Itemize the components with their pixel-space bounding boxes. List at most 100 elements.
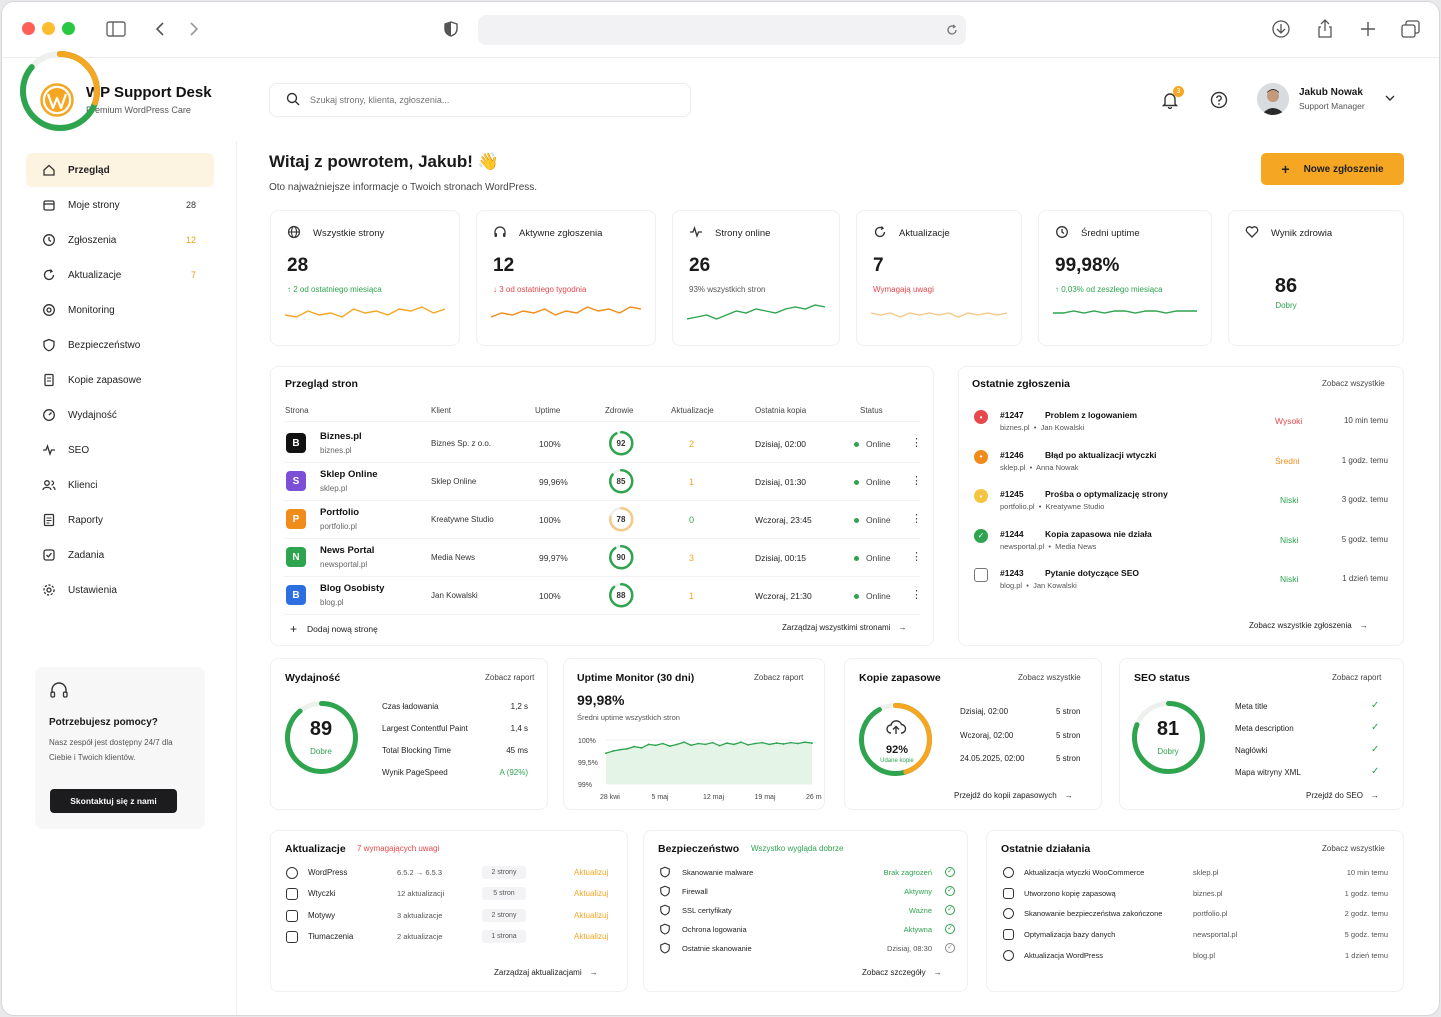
sidebar-item-zadania[interactable]: Zadania <box>26 538 214 572</box>
ticket-id[interactable]: #1245 <box>1000 489 1024 499</box>
site-name[interactable]: News Portal <box>320 545 375 556</box>
site-health-value: 92 <box>616 439 626 448</box>
ticket-title[interactable]: Prośba o optymalizację strony <box>1045 489 1168 499</box>
performance-title: Wydajność <box>285 672 341 684</box>
sidebar-item-ustawienia[interactable]: Ustawienia <box>26 573 214 607</box>
plus-icon: + <box>1281 161 1290 177</box>
manage-sites-link[interactable]: Zarządzaj wszystkimi stronami → <box>782 623 906 632</box>
search-input[interactable] <box>310 95 650 105</box>
sidebar-item-bezpieczenstwo[interactable]: Bezpieczeństwo <box>26 328 214 362</box>
more-options-icon[interactable]: ⋮ <box>911 437 922 449</box>
kpi-card-5[interactable]: Wynik zdrowia 86 Dobry <box>1228 210 1404 346</box>
ticket-id[interactable]: #1244 <box>1000 528 1024 539</box>
seo-footer-link[interactable]: Przejdź do SEO → <box>1306 791 1379 800</box>
sidebar-item-wydajnosc[interactable]: Wydajność <box>26 398 214 432</box>
uptime-point <box>789 741 792 744</box>
seo-report-link[interactable]: Zobacz raport <box>1332 673 1382 682</box>
search-icon <box>974 568 988 582</box>
shield-icon <box>42 338 56 352</box>
all-tickets-link[interactable]: Zobacz wszystkie zgłoszenia → <box>1249 621 1368 630</box>
privacy-shield-icon[interactable] <box>439 17 463 41</box>
more-options-icon[interactable]: ⋮ <box>911 551 922 563</box>
sidebar-item-monitoring[interactable]: Monitoring <box>26 293 214 327</box>
update-action-link[interactable]: Aktualizuj <box>574 868 609 877</box>
more-options-icon[interactable]: ⋮ <box>911 589 922 601</box>
kpi-card-3[interactable]: Aktualizacje 7 Wymagają uwagi <box>856 210 1022 346</box>
search-box[interactable] <box>269 83 691 117</box>
sidebar-item-raporty[interactable]: Raporty <box>26 503 214 537</box>
new-ticket-button[interactable]: + Nowe zgłoszenie <box>1261 153 1404 185</box>
user-menu[interactable]: Jakub Nowak Support Manager <box>1257 83 1395 115</box>
update-action-link[interactable]: Aktualizuj <box>574 931 609 941</box>
ticket-title[interactable]: Błąd po aktualizacji wtyczki <box>1045 449 1157 460</box>
reload-icon[interactable] <box>940 18 964 42</box>
activity-see-all-link[interactable]: Zobacz wszystkie <box>1322 844 1385 853</box>
back-icon[interactable] <box>148 17 172 41</box>
maximize-window-button[interactable] <box>62 22 75 35</box>
brand: WP Support Desk Premium WordPress Care <box>86 84 212 115</box>
recent-tickets-title: Ostatnie zgłoszenia <box>972 378 1071 390</box>
kpi-card-2[interactable]: Strony online 26 93% wszystkich stron <box>672 210 840 346</box>
calendar-icon <box>42 198 56 212</box>
download-icon[interactable] <box>1269 17 1293 41</box>
updates-footer-link[interactable]: Zarządzaj aktualizacjami → <box>494 968 598 977</box>
site-name[interactable]: Portfolio <box>320 507 360 518</box>
security-item-label: Skanowanie malware <box>682 868 754 877</box>
minimize-window-button[interactable] <box>42 22 55 35</box>
uptime-report-link[interactable]: Zobacz raport <box>754 673 804 682</box>
site-name[interactable]: Sklep Online <box>320 469 378 480</box>
ticket-id[interactable]: #1243 <box>1000 568 1024 578</box>
update-count-badge: 5 stron <box>482 887 526 901</box>
new-tab-icon[interactable] <box>1356 17 1380 41</box>
update-action-link[interactable]: Aktualizuj <box>574 889 609 899</box>
help-circle-icon[interactable] <box>1208 89 1230 111</box>
tabs-overview-icon[interactable] <box>1399 17 1423 41</box>
site-name[interactable]: Blog Osobisty <box>320 583 385 594</box>
update-action-link[interactable]: Aktualizuj <box>574 910 609 920</box>
tickets-see-all-link[interactable]: Zobacz wszystkie <box>1322 379 1385 388</box>
more-options-icon[interactable]: ⋮ <box>911 475 922 487</box>
security-item-label: Ochrona logowania <box>682 925 747 934</box>
address-bar[interactable] <box>478 15 966 45</box>
plus-icon: + <box>290 622 298 636</box>
arrow-right-icon: → <box>898 623 907 632</box>
sidebar-item-przeglad[interactable]: Przegląd <box>26 153 214 187</box>
share-icon[interactable] <box>1313 17 1337 41</box>
sidebar-item-aktualizacje[interactable]: Aktualizacje 7 <box>26 258 214 292</box>
sidebar-item-zgloszenia[interactable]: Zgłoszenia 12 <box>26 223 214 257</box>
kpi-card-0[interactable]: Wszystkie strony 28 ↑ 2 od ostatniego mies… <box>270 210 460 346</box>
backups-footer-link[interactable]: Przejdź do kopii zapasowych → <box>954 791 1073 800</box>
backups-see-all-link[interactable]: Zobacz wszystkie <box>1018 673 1081 682</box>
check-circle-icon: ✓ <box>945 886 955 896</box>
forward-icon[interactable] <box>182 17 206 41</box>
sidebar-item-kopie-zapasowe[interactable]: Kopie zapasowe <box>26 363 214 397</box>
ticket-meta: biznes.pl • Jan Kowalski <box>1000 423 1084 432</box>
status-badge: Online <box>854 515 891 525</box>
performance-report-link[interactable]: Zobacz raport <box>485 673 535 682</box>
x-tick-label: 28 kwi <box>600 794 620 801</box>
sidebar-toggle-icon[interactable] <box>104 17 128 41</box>
ticket-id[interactable]: #1246 <box>1000 449 1024 460</box>
add-site-button[interactable]: + Dodaj nową stronę <box>290 622 378 636</box>
kpi-card-1[interactable]: Aktywne zgłoszenia 12 ↓ 3 od ostatniego ty… <box>476 210 656 346</box>
sidebar-item-moje-strony[interactable]: Moje strony 28 <box>26 188 214 222</box>
sidebar-item-seo[interactable]: SEO <box>26 433 214 467</box>
more-options-icon[interactable]: ⋮ <box>911 513 922 525</box>
contact-button[interactable]: Skontaktuj się z nami <box>50 789 177 813</box>
close-window-button[interactable] <box>22 22 35 35</box>
ticket-title[interactable]: Problem z logowaniem <box>1045 410 1138 420</box>
ticket-priority: Niski <box>1280 574 1299 584</box>
ticket-title[interactable]: Pytanie dotyczące SEO <box>1045 568 1140 578</box>
sidebar-item-klienci[interactable]: Klienci <box>26 468 214 502</box>
ticket-id[interactable]: #1247 <box>1000 410 1024 420</box>
security-footer-link[interactable]: Zobacz szczegóły → <box>862 968 942 977</box>
updates-badge: 7 wymagających uwagi <box>357 844 440 853</box>
kpi-card-4[interactable]: Średni uptime 99,98% ↑ 0,03% od zeszłego m… <box>1038 210 1212 346</box>
sidebar-item-label: Ustawienia <box>68 584 117 596</box>
chevron-down-icon[interactable] <box>1385 94 1395 104</box>
site-name[interactable]: Biznes.pl <box>320 431 362 442</box>
notification-bell-icon[interactable]: 3 <box>1159 86 1184 111</box>
site-uptime: 99,97% <box>539 553 568 563</box>
ticket-title[interactable]: Kopia zapasowa nie działa <box>1045 528 1152 539</box>
brand-title: WP Support Desk <box>86 84 212 101</box>
